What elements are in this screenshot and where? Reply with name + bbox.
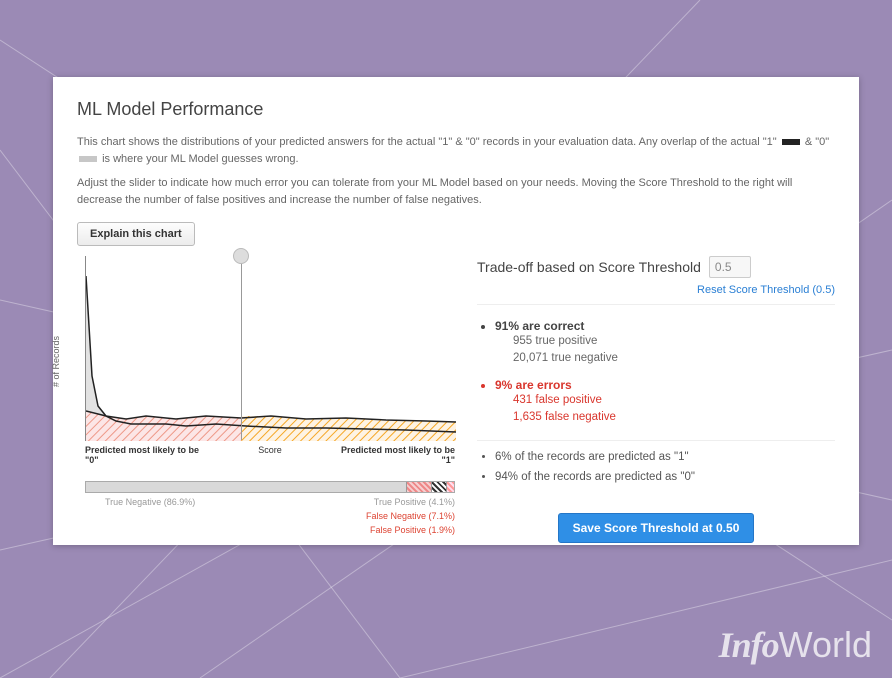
infoworld-watermark: InfoWorld xyxy=(719,624,872,666)
xlabel-right: Predicted most likely to be "1" xyxy=(335,445,455,465)
label-false-negative: False Negative (7.1%) xyxy=(366,511,455,521)
prediction-block: 6% of the records are predicted as "1" 9… xyxy=(477,441,835,501)
threshold-slider-handle[interactable] xyxy=(233,248,249,264)
page-title: ML Model Performance xyxy=(77,99,835,120)
segment-true-positive xyxy=(432,482,447,492)
accuracy-block: 91% are correct 955 true positive 20,071… xyxy=(477,313,835,441)
threshold-input[interactable] xyxy=(709,256,751,278)
distribution-chart xyxy=(85,256,455,441)
segment-false-negative xyxy=(406,482,432,492)
desc-1a: This chart shows the distributions of yo… xyxy=(77,136,777,148)
description-paragraph-1: This chart shows the distributions of yo… xyxy=(77,134,835,167)
reset-threshold-link[interactable]: Reset Score Threshold (0.5) xyxy=(477,284,835,305)
error-headline: 9% are errors xyxy=(495,378,572,392)
confusion-bar: True Negative (86.9%) True Positive (4.1… xyxy=(85,481,455,547)
save-threshold-button[interactable]: Save Score Threshold at 0.50 xyxy=(558,513,755,543)
tradeoff-label: Trade-off based on Score Threshold xyxy=(477,259,701,275)
swatch-actual-0 xyxy=(79,156,97,162)
description-paragraph-2: Adjust the slider to indicate how much e… xyxy=(77,175,835,208)
false-negative-line: 1,635 false negative xyxy=(495,409,835,426)
desc-1c: is where your ML Model guesses wrong. xyxy=(102,153,298,165)
brand-part-2: World xyxy=(779,624,872,665)
chart-x-axis-labels: Predicted most likely to be "0" Score Pr… xyxy=(85,445,455,465)
label-true-positive: True Positive (4.1%) xyxy=(374,497,455,507)
label-false-positive: False Positive (1.9%) xyxy=(370,525,455,535)
predicted-as-0: 94% of the records are predicted as "0" xyxy=(495,471,835,483)
segment-false-positive xyxy=(447,482,454,492)
stats-column: Trade-off based on Score Threshold Reset… xyxy=(477,256,835,547)
xlabel-mid: Score xyxy=(258,445,282,465)
chart-column: # of Records xyxy=(77,256,457,547)
segment-true-negative xyxy=(86,482,406,492)
threshold-slider-line[interactable] xyxy=(241,256,242,440)
content-row: # of Records xyxy=(77,256,835,547)
chart-y-axis-label: # of Records xyxy=(51,336,61,387)
swatch-actual-1 xyxy=(782,139,800,145)
desc-1b: & "0" xyxy=(805,136,829,148)
true-negative-line: 20,071 true negative xyxy=(495,350,835,367)
correct-headline: 91% are correct xyxy=(495,319,584,333)
performance-panel: ML Model Performance This chart shows th… xyxy=(53,77,859,545)
false-positive-line: 431 false positive xyxy=(495,392,835,409)
label-true-negative: True Negative (86.9%) xyxy=(105,497,195,507)
explain-chart-button[interactable]: Explain this chart xyxy=(77,222,195,246)
predicted-as-1: 6% of the records are predicted as "1" xyxy=(495,451,835,463)
brand-part-1: Info xyxy=(719,625,779,665)
true-positive-line: 955 true positive xyxy=(495,333,835,350)
xlabel-left: Predicted most likely to be "0" xyxy=(85,445,205,465)
